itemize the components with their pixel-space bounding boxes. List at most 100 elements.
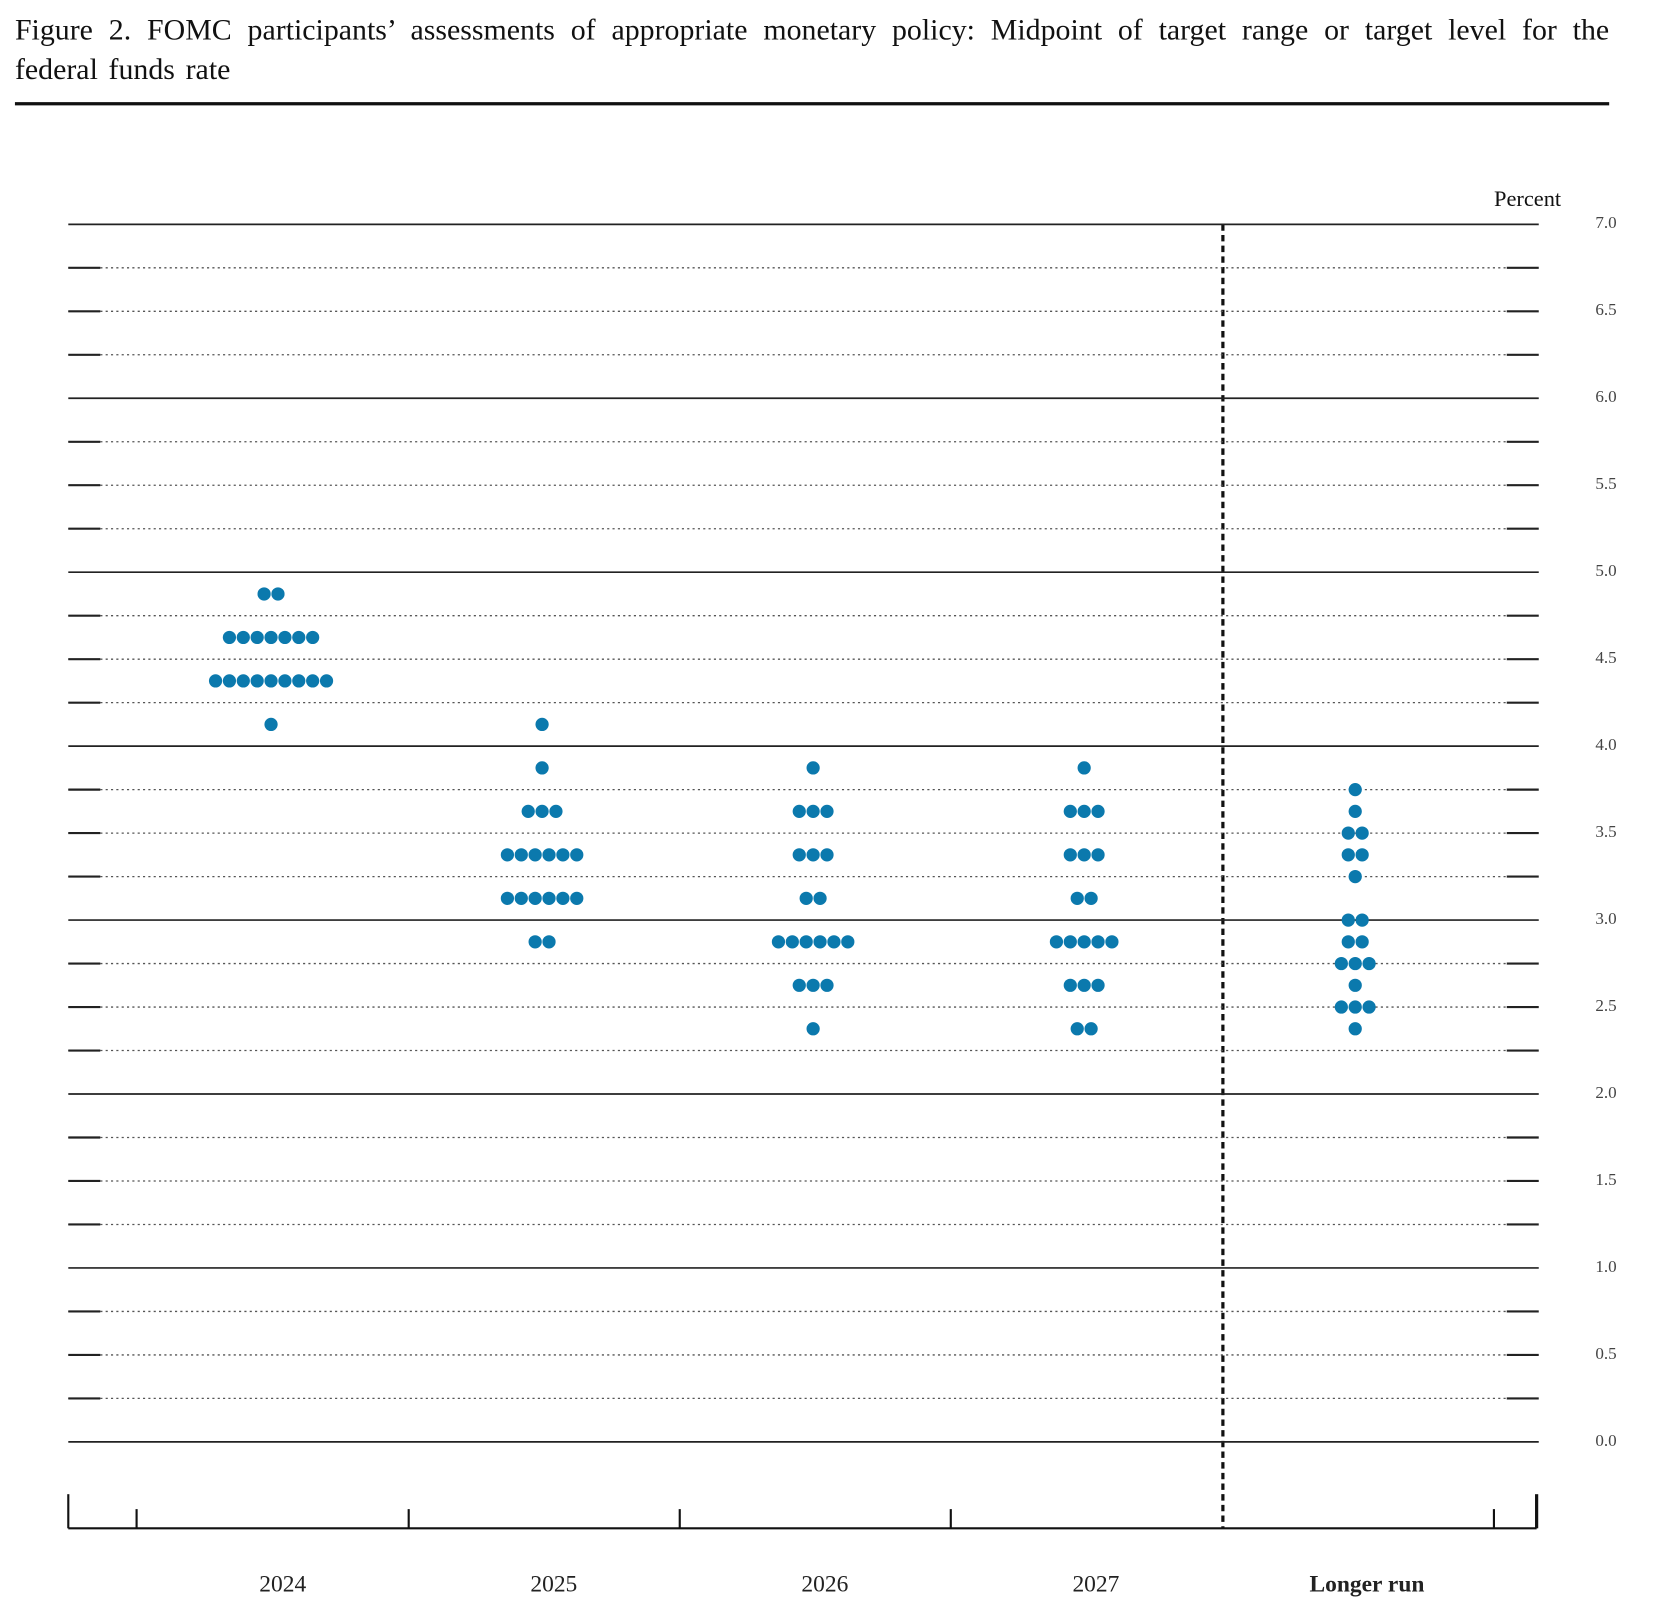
dot bbox=[1362, 956, 1376, 971]
dot bbox=[1355, 935, 1369, 949]
dot bbox=[250, 674, 264, 688]
dot bbox=[306, 674, 320, 688]
dot bbox=[570, 891, 584, 905]
dot bbox=[535, 804, 549, 818]
dot bbox=[1348, 869, 1362, 884]
y-axis-label: Percent bbox=[1494, 186, 1562, 211]
y-tick-label: 3.5 bbox=[1595, 822, 1616, 841]
dot bbox=[792, 804, 806, 818]
dot bbox=[528, 935, 542, 949]
dot bbox=[1063, 848, 1077, 862]
dot bbox=[1341, 848, 1355, 862]
dot bbox=[319, 674, 334, 688]
dot bbox=[1084, 891, 1098, 905]
dot bbox=[1084, 1022, 1098, 1036]
dot bbox=[1334, 956, 1348, 971]
dot bbox=[799, 891, 813, 905]
dot bbox=[1105, 935, 1119, 949]
dot bbox=[542, 935, 556, 949]
dot bbox=[264, 717, 278, 732]
dot bbox=[542, 891, 556, 905]
dot bbox=[820, 978, 834, 992]
dot bbox=[1341, 935, 1355, 949]
dot bbox=[1348, 1000, 1362, 1014]
chart-title: Figure 2. FOMC participants’ assessments… bbox=[14, 14, 1610, 87]
title-frame: Figure 2. FOMC participants’ assessments… bbox=[14, 14, 1610, 87]
dot bbox=[771, 935, 786, 949]
dot bbox=[813, 891, 827, 905]
y-tick-label: 3.0 bbox=[1595, 909, 1616, 928]
y-tick-label: 0.0 bbox=[1595, 1431, 1616, 1450]
dot bbox=[257, 587, 271, 601]
y-tick-label: 2.5 bbox=[1595, 996, 1616, 1015]
dot bbox=[549, 804, 563, 818]
x-axis bbox=[67, 1494, 1539, 1530]
dot bbox=[264, 674, 278, 688]
dot bbox=[1063, 978, 1077, 992]
dot bbox=[292, 630, 306, 645]
dot bbox=[1091, 848, 1105, 862]
dot bbox=[1341, 913, 1355, 927]
dot bbox=[1077, 848, 1091, 862]
dot bbox=[570, 848, 584, 862]
dot bbox=[1334, 1000, 1348, 1014]
y-tick-label: 5.0 bbox=[1595, 561, 1616, 580]
dot bbox=[806, 848, 820, 862]
dot bbox=[528, 891, 542, 905]
dot bbox=[1341, 826, 1355, 840]
dot bbox=[799, 935, 813, 949]
x-tick-label: Longer run bbox=[1309, 1571, 1424, 1597]
dot bbox=[792, 848, 806, 862]
dot bbox=[535, 717, 549, 732]
dot bbox=[806, 1022, 820, 1036]
dot bbox=[535, 761, 549, 775]
grid bbox=[68, 223, 1539, 1443]
dot bbox=[514, 848, 528, 862]
dot bbox=[785, 935, 799, 949]
y-tick-label: 2.0 bbox=[1595, 1083, 1616, 1102]
dot bbox=[806, 978, 820, 992]
dot bbox=[1077, 935, 1091, 949]
dot bbox=[827, 935, 841, 949]
dot bbox=[813, 935, 827, 949]
y-tick-label: 4.0 bbox=[1595, 735, 1616, 754]
dot bbox=[1070, 1022, 1084, 1036]
y-tick-label: 6.0 bbox=[1595, 387, 1616, 406]
dot bbox=[306, 630, 320, 645]
y-tick-label: 4.5 bbox=[1595, 648, 1616, 667]
dot bbox=[806, 804, 820, 818]
dot bbox=[1049, 935, 1064, 949]
dot bbox=[292, 674, 306, 688]
dot bbox=[528, 848, 542, 862]
dot bbox=[820, 848, 834, 862]
dot bbox=[542, 848, 556, 862]
dot bbox=[820, 804, 834, 818]
dot bbox=[236, 630, 250, 645]
dot bbox=[1091, 935, 1105, 949]
dot bbox=[1348, 804, 1362, 818]
dot bbox=[264, 630, 278, 645]
y-tick-label: 6.5 bbox=[1595, 300, 1616, 319]
dot bbox=[1355, 826, 1369, 840]
dot bbox=[1070, 891, 1084, 905]
dot bbox=[500, 891, 515, 905]
dot bbox=[1077, 761, 1091, 775]
dot bbox=[222, 630, 237, 645]
dot bbox=[1091, 804, 1105, 818]
dot bbox=[1355, 913, 1369, 927]
dot bbox=[1348, 978, 1362, 992]
dot bbox=[222, 674, 237, 688]
dot bbox=[514, 891, 528, 905]
dot bbox=[521, 804, 535, 818]
y-tick-label: 1.0 bbox=[1595, 1257, 1616, 1276]
dot bbox=[1348, 783, 1362, 797]
dot bbox=[1355, 848, 1369, 862]
y-tick-label: 0.5 bbox=[1595, 1344, 1616, 1363]
dot bbox=[1091, 978, 1105, 992]
x-tick-label: 2027 bbox=[1072, 1571, 1119, 1597]
dot bbox=[1348, 1022, 1362, 1036]
dot bbox=[1362, 1000, 1376, 1014]
dot bbox=[556, 848, 570, 862]
